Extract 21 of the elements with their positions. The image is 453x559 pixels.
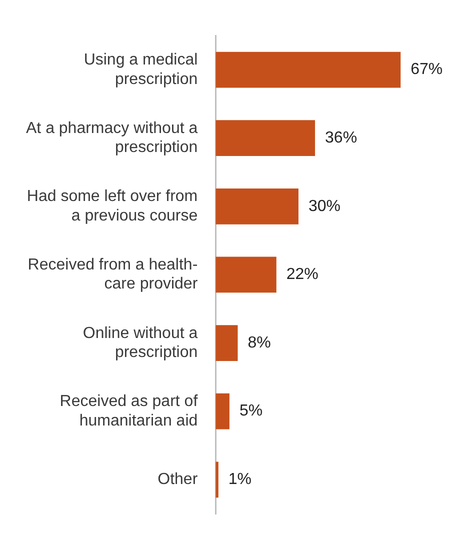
data-label: 30% bbox=[308, 198, 340, 215]
y-tick-label: Received as part of humanitarian aid bbox=[60, 393, 198, 430]
bar bbox=[216, 52, 401, 88]
data-label: 67% bbox=[410, 61, 443, 78]
y-tick-label: Using a medical prescription bbox=[84, 52, 198, 88]
bar bbox=[216, 256, 276, 293]
data-label: 5% bbox=[239, 402, 263, 420]
y-tick-label: Online without a prescription bbox=[82, 324, 198, 362]
bar bbox=[216, 393, 230, 430]
bar bbox=[216, 325, 238, 361]
y-tick-label: At a pharmacy without a prescription bbox=[26, 120, 198, 156]
y-tick-label: Received from a health-care provider bbox=[28, 256, 198, 293]
data-label: 8% bbox=[248, 334, 271, 352]
bar bbox=[216, 462, 218, 498]
y-tick-label: Other bbox=[158, 471, 198, 488]
data-label: 1% bbox=[228, 471, 252, 488]
data-label: 36% bbox=[325, 129, 358, 146]
y-tick-label: Had some left over from a previous course bbox=[26, 188, 198, 224]
bar bbox=[216, 188, 298, 224]
data-label: 22% bbox=[286, 266, 318, 284]
bar bbox=[216, 120, 316, 156]
